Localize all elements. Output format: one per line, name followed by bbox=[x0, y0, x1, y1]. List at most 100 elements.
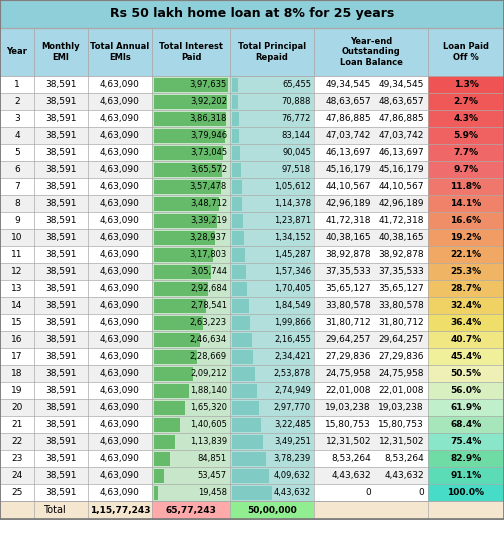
Text: 90,045: 90,045 bbox=[282, 148, 311, 157]
Bar bbox=[0, 416, 504, 433]
Text: 16.6%: 16.6% bbox=[451, 216, 481, 225]
Bar bbox=[230, 331, 314, 348]
Text: 12,31,502: 12,31,502 bbox=[379, 437, 424, 446]
Text: 31,80,712: 31,80,712 bbox=[326, 318, 371, 327]
Text: 14.1%: 14.1% bbox=[451, 199, 482, 208]
Bar bbox=[154, 485, 158, 499]
Bar bbox=[428, 467, 504, 484]
Text: 1,65,320: 1,65,320 bbox=[190, 403, 227, 412]
Bar bbox=[232, 332, 251, 346]
Text: 3,57,478: 3,57,478 bbox=[190, 182, 227, 191]
Text: 29,64,257: 29,64,257 bbox=[379, 335, 424, 344]
Bar bbox=[0, 365, 504, 382]
Bar bbox=[232, 111, 239, 125]
Text: 1,15,77,243: 1,15,77,243 bbox=[90, 506, 150, 514]
Text: 91.1%: 91.1% bbox=[451, 471, 482, 480]
Text: 2.7%: 2.7% bbox=[454, 97, 478, 106]
Bar bbox=[152, 331, 230, 348]
Text: 35,65,127: 35,65,127 bbox=[379, 284, 424, 293]
Bar bbox=[152, 110, 230, 127]
Text: 16: 16 bbox=[11, 335, 23, 344]
Bar bbox=[0, 450, 504, 467]
Text: 2,28,669: 2,28,669 bbox=[190, 352, 227, 361]
Bar bbox=[0, 348, 504, 365]
Bar bbox=[154, 265, 211, 279]
Text: 11.8%: 11.8% bbox=[451, 182, 481, 191]
Bar bbox=[154, 196, 219, 210]
Text: 15,80,753: 15,80,753 bbox=[325, 420, 371, 429]
Text: 22,01,008: 22,01,008 bbox=[326, 386, 371, 395]
Text: 40.7%: 40.7% bbox=[451, 335, 482, 344]
Text: 41,72,318: 41,72,318 bbox=[379, 216, 424, 225]
Bar bbox=[152, 484, 230, 501]
Text: 40,38,165: 40,38,165 bbox=[379, 233, 424, 242]
Text: Total Principal
Repaid: Total Principal Repaid bbox=[238, 43, 306, 62]
Text: 19: 19 bbox=[11, 386, 23, 395]
Text: Total: Total bbox=[43, 505, 66, 515]
Text: 38,591: 38,591 bbox=[45, 233, 77, 242]
Bar bbox=[152, 382, 230, 399]
Bar bbox=[232, 162, 241, 176]
Text: 1,45,287: 1,45,287 bbox=[274, 250, 311, 259]
Text: 4,43,632: 4,43,632 bbox=[385, 471, 424, 480]
Bar bbox=[428, 93, 504, 110]
Bar bbox=[232, 485, 272, 499]
Bar bbox=[230, 467, 314, 484]
Text: 38,591: 38,591 bbox=[45, 216, 77, 225]
Bar bbox=[428, 382, 504, 399]
Text: 70,888: 70,888 bbox=[282, 97, 311, 106]
Bar bbox=[152, 263, 230, 280]
Text: 50,00,000: 50,00,000 bbox=[247, 506, 297, 514]
Bar bbox=[230, 399, 314, 416]
Bar bbox=[0, 382, 504, 399]
Bar bbox=[428, 297, 504, 314]
Text: 2,97,770: 2,97,770 bbox=[274, 403, 311, 412]
Text: 35,65,127: 35,65,127 bbox=[326, 284, 371, 293]
Bar bbox=[0, 93, 504, 110]
Bar bbox=[152, 399, 230, 416]
Text: 38,591: 38,591 bbox=[45, 148, 77, 157]
Bar bbox=[0, 28, 504, 76]
Text: 3: 3 bbox=[14, 114, 20, 123]
Bar bbox=[154, 451, 170, 465]
Bar bbox=[230, 263, 314, 280]
Bar bbox=[232, 435, 264, 449]
Text: 0: 0 bbox=[418, 488, 424, 497]
Text: 50.5%: 50.5% bbox=[451, 369, 481, 378]
Text: 2,53,878: 2,53,878 bbox=[274, 369, 311, 378]
Bar bbox=[428, 195, 504, 212]
Text: 25: 25 bbox=[11, 488, 23, 497]
Text: 75.4%: 75.4% bbox=[450, 437, 482, 446]
Text: 1.3%: 1.3% bbox=[454, 80, 478, 89]
Text: 24,75,958: 24,75,958 bbox=[326, 369, 371, 378]
Text: 3,28,937: 3,28,937 bbox=[190, 233, 227, 242]
Text: 21: 21 bbox=[11, 420, 23, 429]
Text: 4,63,090: 4,63,090 bbox=[100, 369, 140, 378]
Bar bbox=[230, 212, 314, 229]
Bar bbox=[152, 467, 230, 484]
Text: 11: 11 bbox=[11, 250, 23, 259]
Bar bbox=[230, 433, 314, 450]
Bar bbox=[152, 76, 230, 93]
Text: 44,10,567: 44,10,567 bbox=[379, 182, 424, 191]
Text: 46,13,697: 46,13,697 bbox=[326, 148, 371, 157]
Bar bbox=[0, 467, 504, 484]
Text: 4,63,090: 4,63,090 bbox=[100, 420, 140, 429]
Text: 3,05,744: 3,05,744 bbox=[190, 267, 227, 276]
Bar bbox=[232, 281, 247, 295]
Text: 38,591: 38,591 bbox=[45, 488, 77, 497]
Text: 29,64,257: 29,64,257 bbox=[326, 335, 371, 344]
Text: 6: 6 bbox=[14, 165, 20, 174]
Bar bbox=[0, 76, 504, 93]
Text: 8,53,264: 8,53,264 bbox=[331, 454, 371, 463]
Text: 38,591: 38,591 bbox=[45, 352, 77, 361]
Bar bbox=[428, 110, 504, 127]
Text: 4,63,090: 4,63,090 bbox=[100, 165, 140, 174]
Text: 20: 20 bbox=[11, 403, 23, 412]
Bar bbox=[428, 399, 504, 416]
Text: Rs 50 lakh home loan at 8% for 25 years: Rs 50 lakh home loan at 8% for 25 years bbox=[110, 8, 394, 20]
Text: 100.0%: 100.0% bbox=[448, 488, 484, 497]
Bar bbox=[428, 484, 504, 501]
Bar bbox=[0, 144, 504, 161]
Bar bbox=[232, 247, 245, 261]
